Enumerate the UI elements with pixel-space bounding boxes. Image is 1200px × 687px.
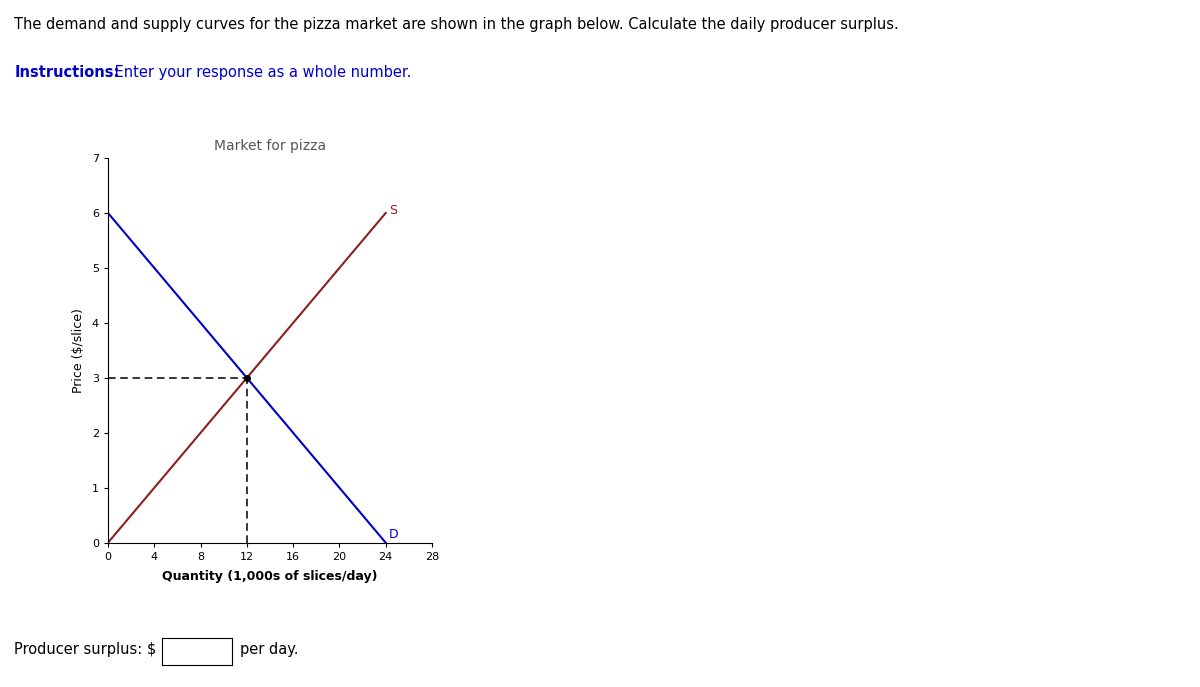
Text: Instructions:: Instructions: (14, 65, 120, 80)
Text: Enter your response as a whole number.: Enter your response as a whole number. (110, 65, 412, 80)
Y-axis label: Price ($/slice): Price ($/slice) (72, 308, 85, 393)
Text: The demand and supply curves for the pizza market are shown in the graph below. : The demand and supply curves for the piz… (14, 17, 899, 32)
Title: Market for pizza: Market for pizza (214, 139, 326, 153)
Text: per day.: per day. (240, 642, 299, 657)
Text: Producer surplus: $: Producer surplus: $ (14, 642, 157, 657)
X-axis label: Quantity (1,000s of slices/day): Quantity (1,000s of slices/day) (162, 570, 378, 583)
Text: D: D (389, 528, 398, 541)
Text: S: S (389, 204, 397, 216)
